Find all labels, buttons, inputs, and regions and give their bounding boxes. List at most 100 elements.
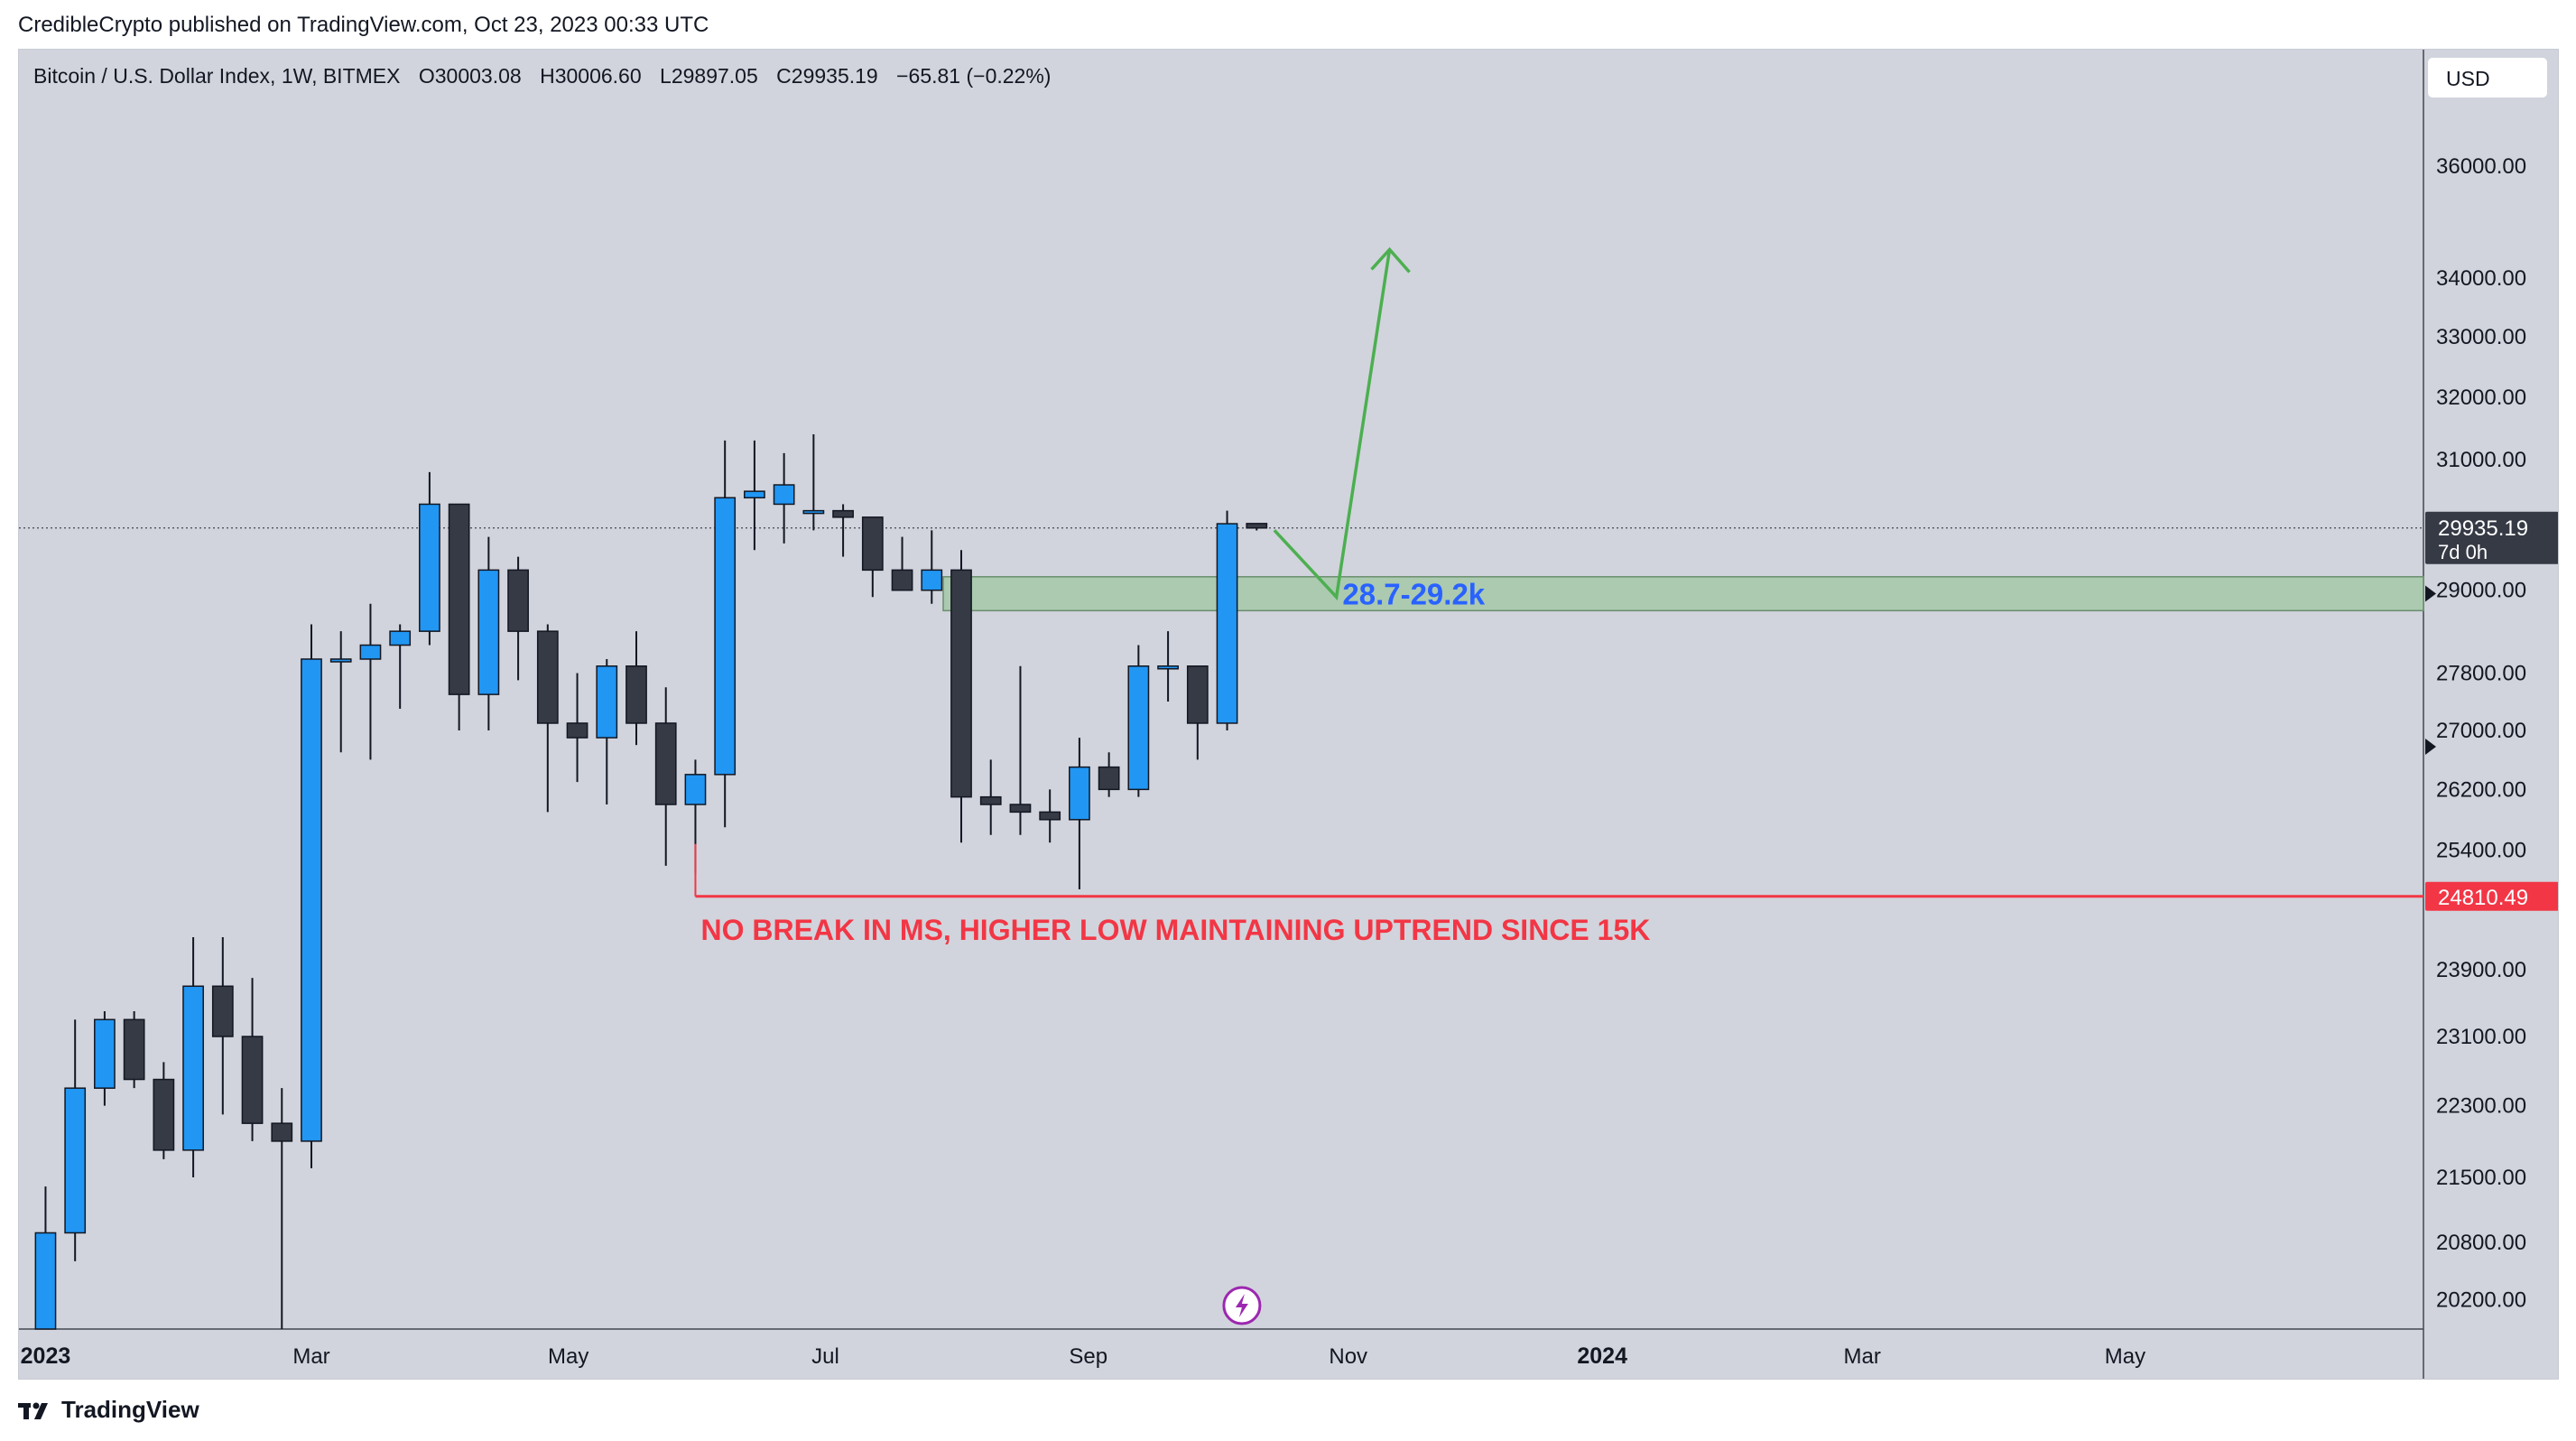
candle-down[interactable] (1186, 665, 1209, 724)
candle-up[interactable] (1157, 665, 1179, 670)
currency-button[interactable]: USD (2427, 57, 2548, 98)
candle-up[interactable] (684, 774, 707, 805)
candle-down[interactable] (1039, 811, 1061, 821)
axis-marker-icon (2425, 739, 2436, 756)
time-tick-label: 2023 (21, 1343, 71, 1369)
price-tick-label: 22300.00 (2436, 1094, 2526, 1119)
candle-up[interactable] (329, 658, 352, 663)
high-value: 30006.60 (554, 64, 642, 88)
time-tick-label: Sep (1069, 1344, 1107, 1369)
candle-down[interactable] (566, 722, 588, 739)
candle-up[interactable] (714, 497, 737, 776)
high-label: H (540, 64, 555, 88)
zone-label: 28.7-29.2k (1342, 578, 1485, 611)
candle-up[interactable] (182, 985, 204, 1151)
low-value: 29897.05 (671, 64, 758, 88)
candle-up[interactable] (773, 484, 795, 506)
price-axis[interactable] (2423, 50, 2559, 1380)
candle-up[interactable] (921, 569, 943, 591)
price-tick-label: 27000.00 (2436, 719, 2526, 743)
candle-down[interactable] (654, 722, 677, 805)
price-tick-label: 23900.00 (2436, 958, 2526, 982)
time-axis[interactable] (19, 1329, 2423, 1380)
support-price-value: 24810.49 (2438, 886, 2528, 910)
candle-down[interactable] (979, 795, 1002, 805)
symbol-name: Bitcoin / U.S. Dollar Index, 1W, BITMEX (33, 64, 401, 88)
projection-arrowhead (1370, 246, 1411, 274)
price-tick-label: 33000.00 (2436, 325, 2526, 349)
candle-up[interactable] (802, 509, 825, 515)
candle-down[interactable] (891, 569, 913, 591)
price-tick-label: 27800.00 (2436, 662, 2526, 686)
open-label: O (418, 64, 435, 88)
time-tick-label: May (2105, 1344, 2145, 1369)
candle-up[interactable] (477, 569, 500, 695)
candle-up[interactable] (1069, 766, 1090, 821)
price-tick-label: 23100.00 (2436, 1025, 2526, 1049)
time-tick-label: Mar (1844, 1344, 1881, 1369)
brand-name: TradingView (61, 1396, 199, 1423)
candle-down[interactable] (861, 516, 884, 572)
candle-up[interactable] (596, 665, 618, 739)
candle-up[interactable] (419, 503, 440, 632)
candle-down[interactable] (832, 509, 854, 518)
price-chart[interactable]: NO BREAK IN MS, HIGHER LOW MAINTAINING U… (19, 50, 2559, 1380)
candle-up[interactable] (301, 658, 322, 1142)
candle-down[interactable] (241, 1036, 264, 1124)
price-tick-label: 36000.00 (2436, 154, 2526, 179)
price-tick-label: 34000.00 (2436, 266, 2526, 291)
low-label: L (660, 64, 672, 88)
candle-down[interactable] (448, 503, 470, 695)
bar-countdown: 7d 0h (2438, 541, 2488, 563)
support-price-tag (2425, 881, 2558, 911)
time-tick-label: May (548, 1344, 588, 1369)
candle-down[interactable] (123, 1018, 145, 1081)
candle-down[interactable] (1098, 766, 1120, 791)
last-price-value: 29935.19 (2438, 516, 2528, 541)
candle-down[interactable] (1246, 523, 1268, 529)
demand-zone[interactable] (942, 576, 2424, 612)
lightning-icon (1235, 1294, 1248, 1317)
time-tick-label: Nov (1329, 1344, 1367, 1369)
price-tick-label: 29000.00 (2436, 579, 2526, 603)
candle-up[interactable] (744, 490, 765, 499)
symbol-legend: Bitcoin / U.S. Dollar Index, 1W, BITMEX … (33, 64, 1051, 88)
open-value: 30003.08 (434, 64, 522, 88)
candle-up[interactable] (1216, 523, 1238, 724)
zone-axis-marker-icon (2425, 585, 2436, 602)
close-label: C (776, 64, 792, 88)
candle-up[interactable] (94, 1018, 116, 1089)
projection-arrow[interactable] (1273, 249, 1392, 601)
publish-header: CredibleCrypto published on TradingView.… (18, 13, 709, 37)
time-tick-label: Mar (292, 1344, 329, 1369)
time-tick-label: 2024 (1577, 1343, 1627, 1369)
price-tick-label: 26200.00 (2436, 777, 2526, 802)
candle-down[interactable] (625, 665, 647, 724)
last-price-tag (2425, 511, 2558, 564)
candle-down[interactable] (536, 630, 559, 724)
price-tick-label: 31000.00 (2436, 448, 2526, 472)
price-tick-label: 20200.00 (2436, 1288, 2526, 1312)
candle-down[interactable] (153, 1078, 175, 1151)
price-tick-label: 25400.00 (2436, 839, 2526, 863)
candle-down[interactable] (507, 569, 529, 632)
candle-down[interactable] (950, 569, 972, 798)
candle-down[interactable] (1009, 804, 1032, 813)
tradingview-logo[interactable]: TradingView (18, 1396, 199, 1424)
price-tick-label: 32000.00 (2436, 386, 2526, 410)
candle-up[interactable] (64, 1087, 87, 1234)
candle-down[interactable] (271, 1122, 293, 1142)
change-value: −65.81 (−0.22%) (896, 64, 1052, 88)
candle-up[interactable] (359, 644, 382, 660)
price-tick-label: 20800.00 (2436, 1231, 2526, 1255)
candle-up[interactable] (1127, 665, 1150, 791)
candle-down[interactable] (211, 985, 234, 1037)
time-tick-label: Jul (811, 1344, 839, 1369)
candle-up[interactable] (34, 1232, 57, 1330)
candle-up[interactable] (389, 630, 412, 646)
close-value: 29935.19 (791, 64, 878, 88)
tradingview-mark-icon (18, 1402, 48, 1419)
price-tick-label: 21500.00 (2436, 1166, 2526, 1190)
chart-frame[interactable]: NO BREAK IN MS, HIGHER LOW MAINTAINING U… (18, 49, 2559, 1380)
trend-annotation: NO BREAK IN MS, HIGHER LOW MAINTAINING U… (700, 914, 1650, 946)
